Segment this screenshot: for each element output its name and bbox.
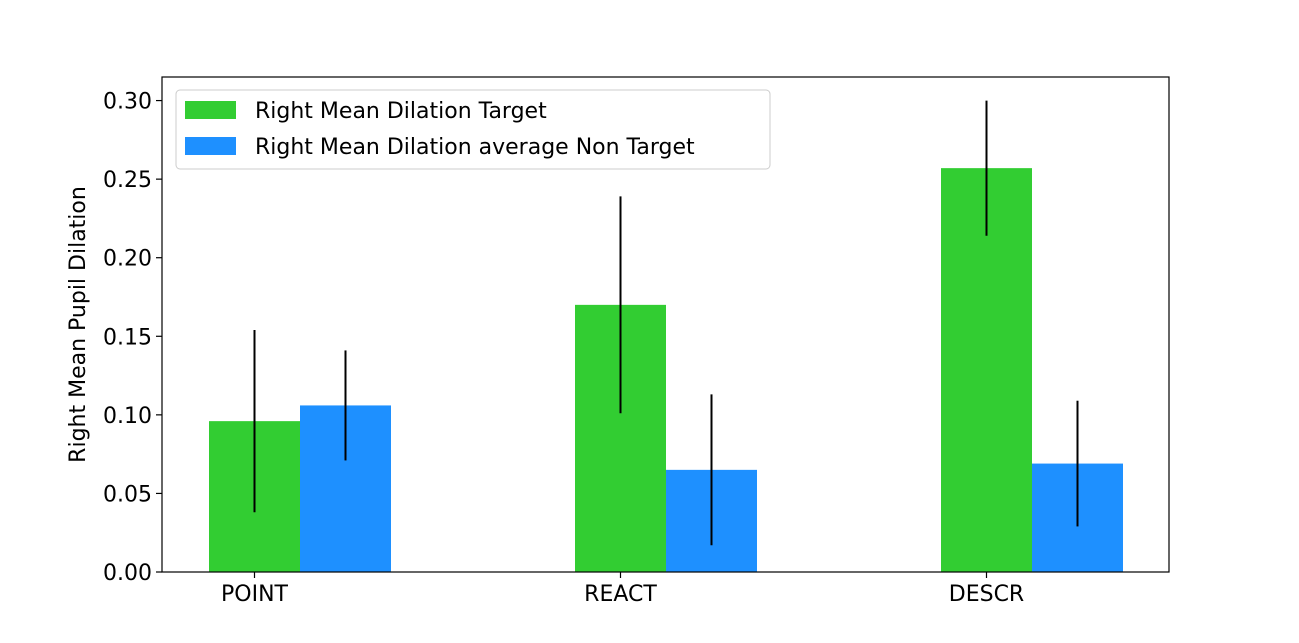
legend-label-non-target: Right Mean Dilation average Non Target xyxy=(255,135,695,160)
y-tick-label: 0.20 xyxy=(103,247,152,272)
error-bars-group xyxy=(253,100,1079,546)
y-tick-label: 0.05 xyxy=(103,482,152,507)
legend-label-target: Right Mean Dilation Target xyxy=(255,99,547,124)
y-axis: 0.00 0.05 0.10 0.15 0.20 0.25 0.30 xyxy=(103,90,162,586)
legend-swatch-non-target xyxy=(185,137,236,155)
y-tick-label: 0.30 xyxy=(103,90,152,115)
x-tick-label-point: POINT xyxy=(221,582,289,607)
legend: Right Mean Dilation Target Right Mean Dil… xyxy=(175,89,771,170)
y-tick-label: 0.15 xyxy=(103,325,152,350)
x-tick-label-descr: DESCR xyxy=(949,582,1024,607)
x-tick-label-react: REACT xyxy=(584,582,657,607)
y-axis-label: Right Mean Pupil Dilation xyxy=(66,186,91,463)
legend-swatch-target xyxy=(185,101,236,119)
y-tick-label: 0.10 xyxy=(103,404,152,429)
y-tick-label: 0.00 xyxy=(103,561,152,586)
plot-area-frame xyxy=(161,76,1170,573)
y-tick-label: 0.25 xyxy=(103,168,152,193)
x-axis: POINT REACT DESCR xyxy=(221,572,1024,607)
legend-frame xyxy=(175,89,771,170)
